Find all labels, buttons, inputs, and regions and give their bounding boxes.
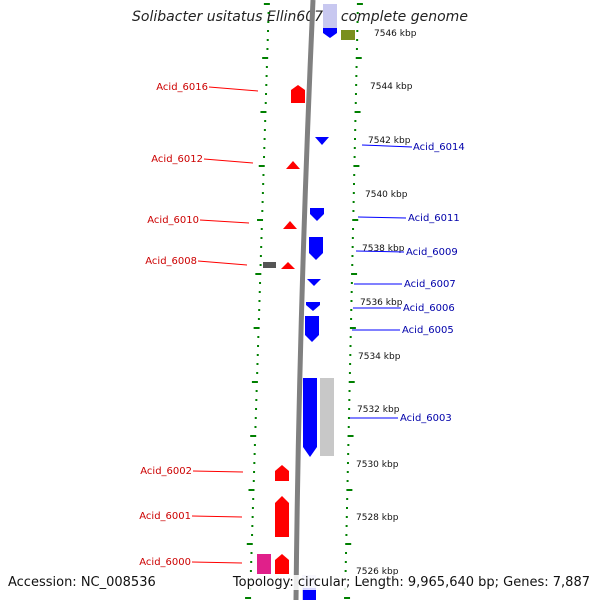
gene-label: Acid_6011 — [408, 213, 460, 224]
gene-label: Acid_6003 — [400, 413, 452, 424]
gene-arrow-reverse — [305, 316, 319, 342]
leader-line — [203, 158, 254, 164]
gene-arrow-reverse — [306, 302, 320, 311]
kbp-scale: 7546 kbp 7544 kbp 7542 kbp 7540 kbp 7538… — [356, 29, 417, 577]
gene-label: Acid_6001 — [139, 511, 191, 522]
gene-label: Acid_6002 — [140, 466, 192, 477]
gene-arrow-forward — [275, 496, 289, 537]
gene-label: Acid_6010 — [147, 215, 199, 226]
kbp-label: 7534 kbp — [358, 352, 401, 362]
leader-line — [192, 470, 244, 473]
gene-label: Acid_6016 — [156, 82, 208, 93]
kbp-label: 7546 kbp — [374, 29, 417, 39]
gene-block-lightblue — [323, 4, 337, 28]
gene-block-magenta — [257, 554, 271, 574]
gene-block-gray — [263, 262, 276, 268]
gene-arrow-reverse — [309, 237, 323, 260]
gene-arrow-forward — [286, 161, 300, 169]
gene-label: Acid_6005 — [402, 325, 454, 336]
leader-line — [357, 216, 407, 219]
reverse-gene-labels: Acid_6014 Acid_6011 Acid_6009 Acid_6007 … — [350, 142, 465, 424]
right-tick-track — [344, 3, 363, 599]
kbp-label: 7526 kbp — [356, 567, 399, 577]
gene-arrow-forward — [281, 262, 295, 269]
forward-gene-labels: Acid_6016 Acid_6012 Acid_6010 Acid_6008 … — [139, 82, 259, 568]
left-tick-track — [245, 3, 270, 599]
gene-label: Acid_6014 — [413, 142, 465, 153]
accession-text: Accession: NC_008536 — [8, 575, 156, 590]
gene-arrow-forward — [275, 554, 289, 574]
gene-block-olive — [341, 30, 355, 40]
leader-line — [191, 561, 243, 564]
gene-arrow-forward — [291, 85, 305, 103]
leader-line — [197, 260, 248, 266]
gene-arrow-forward — [283, 221, 297, 229]
leader-line — [355, 250, 405, 253]
leader-line — [199, 219, 250, 224]
gene-label: Acid_6006 — [403, 303, 455, 314]
gene-label: Acid_6007 — [404, 279, 456, 290]
gene-arrow-forward — [275, 465, 289, 481]
topology-text: Topology: circular; Length: 9,965,640 bp… — [232, 575, 590, 590]
map-title: Solibacter usitatus Ellin6076, complete … — [132, 9, 468, 25]
gene-arrow-reverse — [323, 28, 337, 38]
kbp-label: 7544 kbp — [370, 82, 413, 92]
genome-backbone — [293, 0, 316, 600]
gene-label: Acid_6009 — [406, 247, 458, 258]
kbp-label: 7528 kbp — [356, 513, 399, 523]
gene-arrow-reverse — [307, 279, 321, 286]
leader-line — [208, 86, 259, 92]
gene-block-blue — [303, 588, 316, 600]
kbp-label: 7540 kbp — [365, 190, 408, 200]
gene-block-lightgray — [320, 378, 334, 456]
kbp-label: 7542 kbp — [368, 136, 411, 146]
leader-line — [361, 144, 413, 148]
kbp-label: 7538 kbp — [362, 244, 405, 254]
kbp-label: 7532 kbp — [357, 405, 400, 415]
gene-label: Acid_6008 — [145, 256, 197, 267]
kbp-label: 7530 kbp — [356, 460, 399, 470]
gene-arrow-reverse — [310, 208, 324, 221]
kbp-label: 7536 kbp — [360, 298, 403, 308]
gene-arrow-reverse — [315, 137, 329, 145]
gene-label: Acid_6012 — [151, 154, 203, 165]
gene-arrow-reverse — [303, 378, 317, 457]
leader-line — [191, 515, 243, 518]
gene-label: Acid_6000 — [139, 557, 191, 568]
